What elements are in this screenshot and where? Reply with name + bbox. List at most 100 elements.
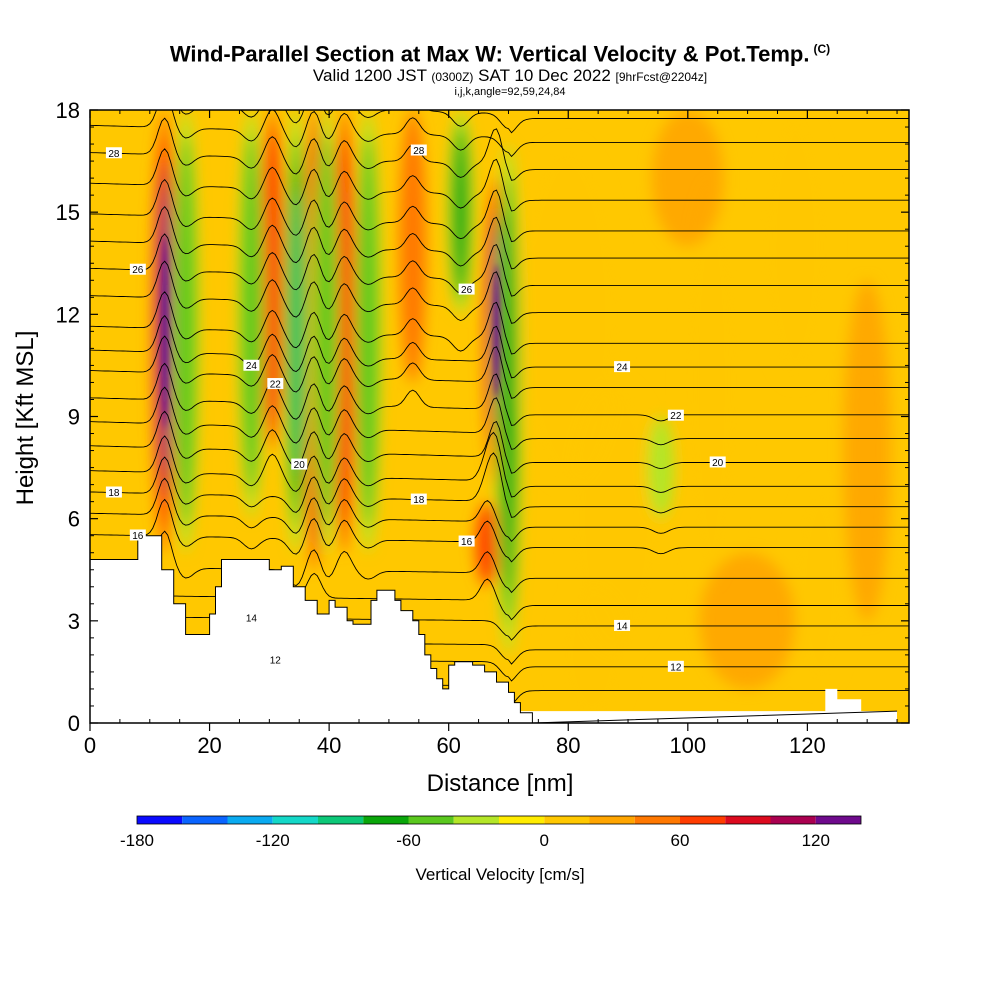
colorbar-swatch: [544, 816, 590, 824]
isentrope-line: [180, 110, 909, 134]
y-axis: 0 3 6 9 12 15 18: [56, 98, 909, 736]
contour-label-text: 28: [108, 149, 120, 160]
x-axis: 0 20 40 60 80 100 120: [84, 110, 898, 758]
contour-label-text: 16: [461, 537, 473, 548]
isentrope-line: [90, 335, 909, 399]
isentrope-line: [90, 206, 909, 270]
colorbar-swatch: [725, 816, 771, 824]
weak-updraft-patch: [699, 552, 796, 689]
updraft-plume: [399, 110, 426, 383]
updraft-plume: [477, 506, 498, 582]
contour-label: 26: [129, 263, 146, 276]
colorbar-swatch: [227, 816, 273, 824]
valid-utc: (0300Z): [431, 70, 474, 85]
isentrope-line: [90, 362, 909, 427]
isentrope-line: [90, 498, 909, 563]
contour-label-text: 14: [246, 614, 258, 625]
y-tick-label: 3: [68, 609, 80, 634]
updraft-core: [493, 263, 500, 399]
contour-label-text: 24: [616, 363, 628, 374]
contour-label-bg: [667, 409, 684, 421]
contour-label: 14: [614, 619, 631, 632]
velocity-cores: [161, 233, 500, 429]
y-axis-title: Height [Kft MSL]: [12, 331, 39, 506]
colorbar-swatch: [137, 816, 183, 824]
downdraft-plume: [176, 136, 196, 527]
colorbar-swatch: [408, 816, 454, 824]
isentrope-line: [90, 148, 909, 212]
contour-label-bg: [614, 619, 631, 631]
colorbar-swatch: [589, 816, 635, 824]
contour-label-text: 24: [246, 361, 258, 372]
x-axis-title: Distance [nm]: [427, 770, 574, 797]
colorbar-tick-label: 120: [802, 831, 830, 850]
contour-label: 12: [267, 654, 284, 667]
colorbar-title: Vertical Velocity [cm/s]: [415, 865, 584, 884]
colorbar-tick-label: 0: [540, 831, 549, 850]
y-tick-label: 12: [56, 302, 80, 327]
colorbar-swatch: [363, 816, 409, 824]
isentrope-line: [90, 386, 909, 450]
isentrope-line: [90, 452, 909, 518]
chart-subtitle: Valid 1200 JST (0300Z) SAT 10 Dec 2022 […: [20, 67, 1000, 86]
contour-label-text: 22: [670, 411, 682, 422]
title-block: Wind-Parallel Section at Max W: Vertical…: [0, 36, 1000, 98]
contour-label: 16: [458, 535, 475, 548]
contour-label: 20: [291, 458, 308, 471]
contour-label-text: 14: [616, 621, 628, 632]
contour-label: 16: [129, 529, 146, 542]
isentrope-line: [90, 110, 909, 158]
plot-area: [90, 110, 909, 723]
colorbar-tick-label: -60: [396, 831, 421, 850]
y-tick-label: 9: [68, 405, 80, 430]
updraft-core: [161, 233, 168, 429]
copyright-tag: (C): [813, 42, 831, 56]
contour-label-text: 12: [670, 662, 682, 673]
colorbar-swatch: [182, 816, 228, 824]
neutral-patch: [789, 484, 850, 689]
colorbar-tick-label: -120: [256, 831, 290, 850]
contour-labels: 28 28 26 26 24 24 22 22 20 20 18 18 16 16 14 14 12 12: [105, 144, 726, 673]
colorbar-swatch: [499, 816, 545, 824]
colorbar-swatch: [453, 816, 499, 824]
x-tick-label: 120: [789, 733, 826, 758]
contour-label: 24: [614, 361, 631, 374]
contour-label-bg: [243, 612, 260, 624]
downdraft-plume: [647, 416, 675, 519]
y-tick-label: 18: [56, 98, 80, 123]
colorbar-frame: [136, 815, 862, 825]
terrain-outline: [90, 535, 898, 723]
contour-label-text: 18: [413, 495, 425, 506]
colorbar-swatch: [815, 816, 861, 824]
contour-label-bg: [709, 456, 726, 468]
isentrope-line: [90, 233, 909, 297]
contour-label-text: 26: [132, 265, 144, 276]
colorbar-tick-label: -180: [120, 831, 154, 850]
contour-label-text: 26: [461, 285, 473, 296]
chart-title: Wind-Parallel Section at Max W: Vertical…: [0, 36, 1000, 67]
colorbar-swatch: [770, 816, 816, 824]
x-tick-label: 0: [84, 733, 96, 758]
x-tick-label: 60: [436, 733, 460, 758]
valid-date: SAT 10 Dec 2022: [478, 66, 611, 86]
neutral-patch: [681, 178, 742, 587]
colorbar-swatch: [680, 816, 726, 824]
contour-label: 14: [243, 612, 260, 625]
contour-label: 24: [243, 359, 260, 372]
contour-label: 28: [410, 144, 427, 157]
contour-label: 18: [105, 486, 122, 499]
contour-label-bg: [291, 458, 308, 470]
contour-label-bg: [129, 263, 146, 275]
contour-label-bg: [667, 660, 684, 672]
contour-label: 28: [105, 147, 122, 160]
contour-label-bg: [105, 147, 122, 159]
contour-label: 26: [458, 283, 475, 296]
isentrope-line: [90, 291, 909, 355]
section-indices: i,j,k,angle=92,59,24,84: [454, 86, 566, 99]
y-tick-label: 0: [68, 711, 80, 736]
contour-label-bg: [129, 529, 146, 541]
contour-label-text: 28: [413, 146, 425, 157]
isentrope-line: [90, 315, 909, 379]
valid-time: Valid 1200 JST: [312, 66, 427, 86]
